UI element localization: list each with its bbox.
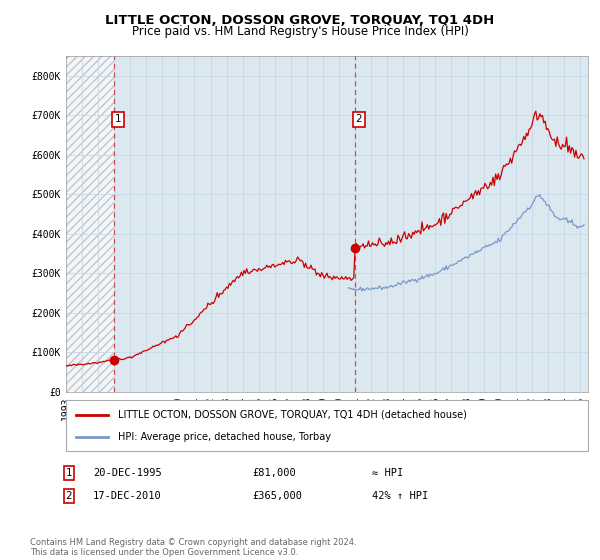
Text: LITTLE OCTON, DOSSON GROVE, TORQUAY, TQ1 4DH: LITTLE OCTON, DOSSON GROVE, TORQUAY, TQ1… [106,14,494,27]
Text: 2: 2 [65,491,73,501]
Bar [66,56,114,392]
Text: 1: 1 [115,114,121,124]
Text: 17-DEC-2010: 17-DEC-2010 [93,491,162,501]
Text: ≈ HPI: ≈ HPI [372,468,403,478]
Text: 42% ↑ HPI: 42% ↑ HPI [372,491,428,501]
Text: Contains HM Land Registry data © Crown copyright and database right 2024.
This d: Contains HM Land Registry data © Crown c… [30,538,356,557]
Text: 2: 2 [355,114,362,124]
Text: LITTLE OCTON, DOSSON GROVE, TORQUAY, TQ1 4DH (detached house): LITTLE OCTON, DOSSON GROVE, TORQUAY, TQ1… [118,409,467,419]
Text: 20-DEC-1995: 20-DEC-1995 [93,468,162,478]
FancyBboxPatch shape [66,400,588,451]
Text: £365,000: £365,000 [252,491,302,501]
Text: £81,000: £81,000 [252,468,296,478]
Text: HPI: Average price, detached house, Torbay: HPI: Average price, detached house, Torb… [118,432,331,442]
Text: 1: 1 [65,468,73,478]
Text: Price paid vs. HM Land Registry's House Price Index (HPI): Price paid vs. HM Land Registry's House … [131,25,469,38]
